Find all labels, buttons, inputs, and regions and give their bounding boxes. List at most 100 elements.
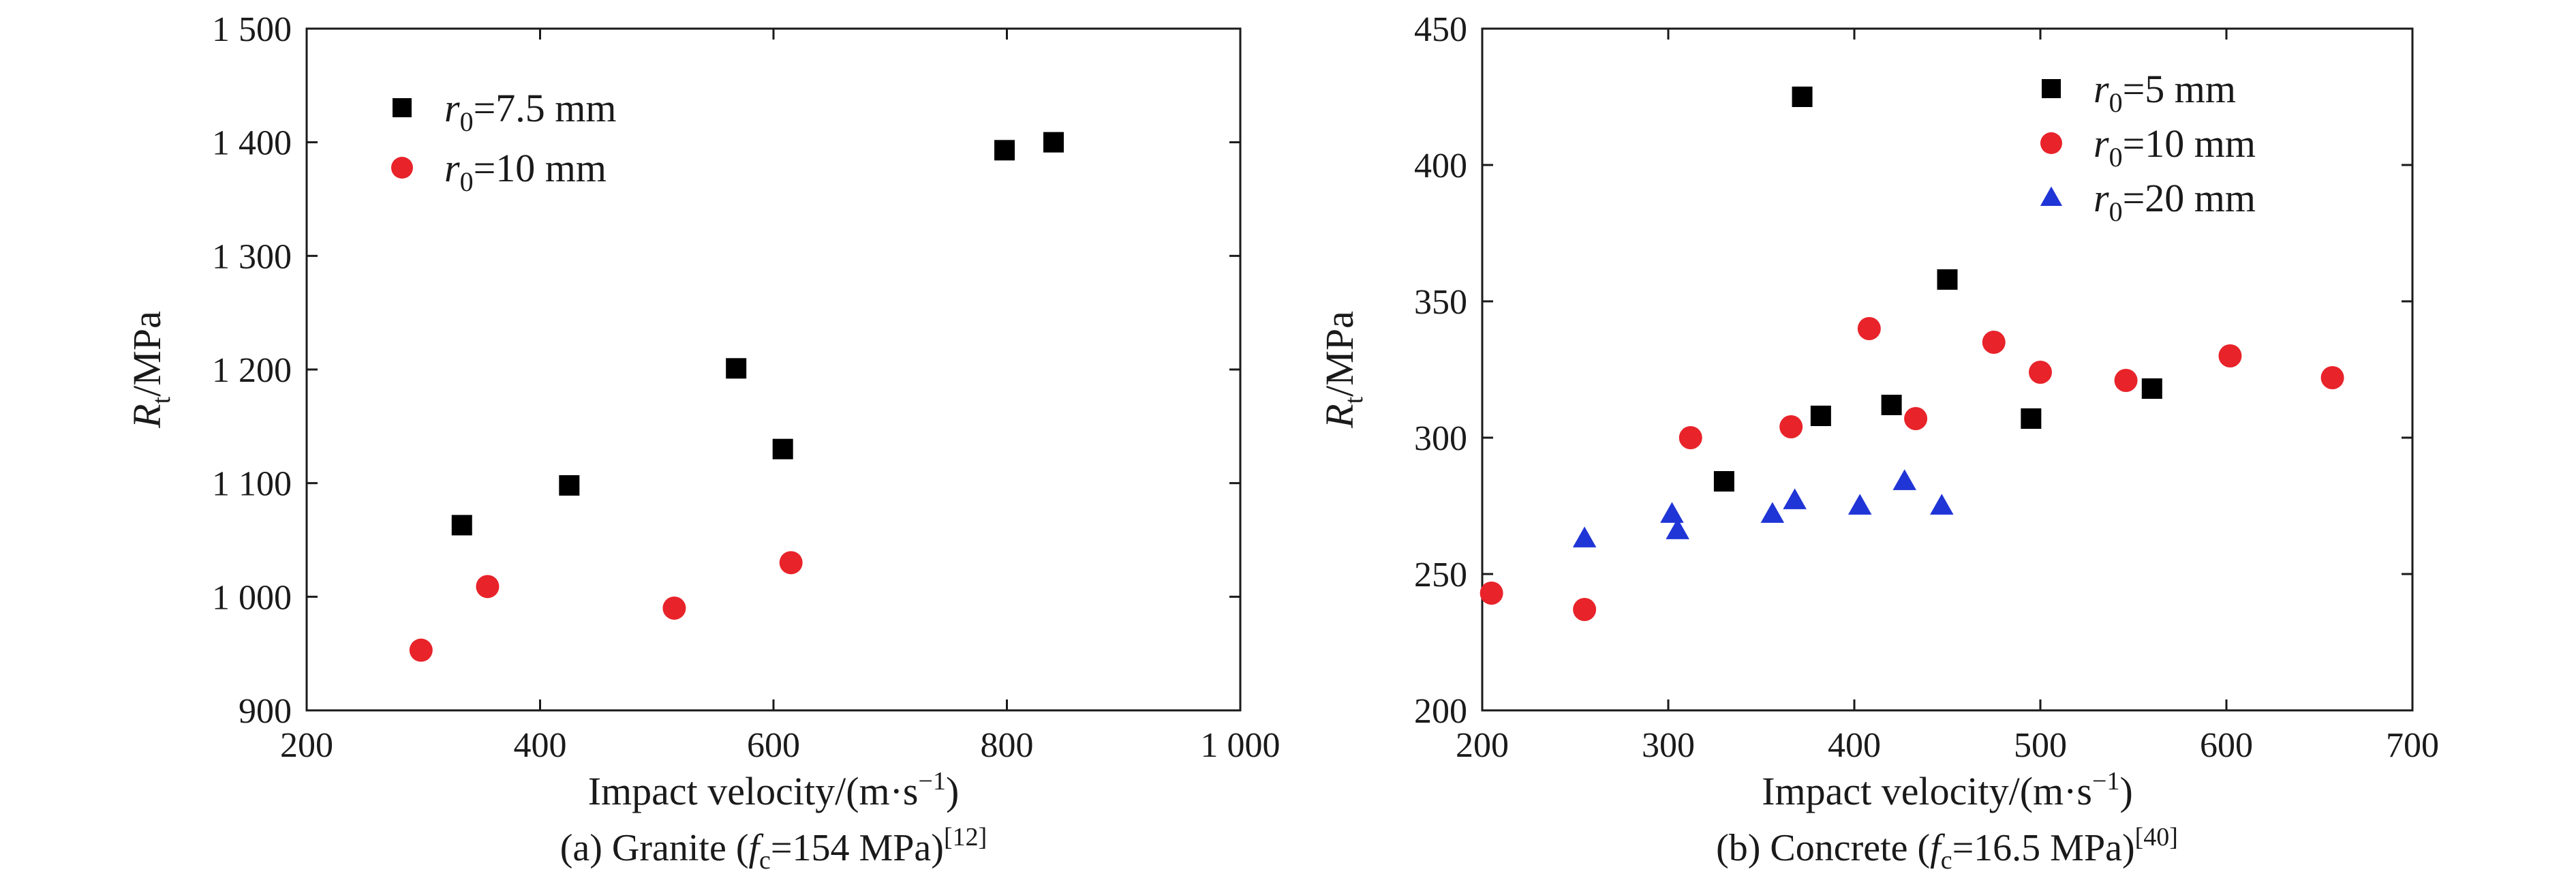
- y-axis-title-symbol: R: [125, 404, 169, 428]
- data-point-triangle: [1783, 488, 1807, 509]
- legend-label: r0=7.5 mm: [444, 86, 617, 137]
- data-point-circle: [2218, 344, 2242, 367]
- legend-name: =10 mm: [2123, 121, 2256, 166]
- y-tick-label: 1 500: [212, 10, 292, 49]
- data-point-circle: [1857, 317, 1881, 340]
- data-point-triangle: [1930, 494, 1954, 515]
- legend-sub: 0: [2109, 87, 2123, 118]
- x-axis-title-text: Impact velocity/(m·s: [1762, 769, 2092, 813]
- y-tick-label: 300: [1414, 419, 1467, 458]
- legend-name: =10 mm: [474, 146, 607, 190]
- y-axis-title-sub: t: [1340, 396, 1368, 404]
- legend-marker-square: [393, 98, 412, 117]
- caption-value: =154 MPa): [771, 827, 944, 869]
- legend-symbol: r: [2094, 121, 2109, 166]
- x-axis-title: Impact velocity/(m·s−1): [1762, 767, 2133, 813]
- caption-f-sub: c: [759, 846, 771, 875]
- legend-name: =7.5 mm: [474, 86, 617, 130]
- x-tick-label: 400: [1828, 726, 1881, 765]
- y-axis-title-unit: /MPa: [1317, 311, 1362, 397]
- data-point-circle: [2320, 366, 2344, 389]
- legend-label: r0=10 mm: [2094, 121, 2256, 172]
- x-tick-label: 1 000: [1201, 726, 1281, 765]
- y-tick-label: 200: [1414, 692, 1467, 731]
- x-axis-title-sup: −1: [2092, 767, 2119, 796]
- series-square: [451, 132, 1064, 536]
- data-point-circle: [779, 551, 803, 575]
- data-point-triangle: [1572, 526, 1597, 547]
- y-tick-label: 1 300: [212, 237, 292, 276]
- y-tick-label: 400: [1414, 147, 1467, 185]
- chart-panel-b: 200 300 400 500 600 700 200 250 300 350 400 450 Impa…: [1317, 10, 2439, 875]
- data-point-triangle: [1660, 502, 1684, 523]
- data-point-square: [726, 358, 747, 379]
- series-triangle: [1572, 469, 1954, 547]
- legend-symbol: r: [444, 146, 460, 190]
- y-tick-label: 1 000: [212, 578, 292, 617]
- data-point-triangle: [1666, 518, 1689, 539]
- legend-label: r0=5 mm: [2094, 67, 2236, 118]
- y-axis-title: Rt/MPa: [125, 311, 176, 429]
- data-point-square: [772, 438, 793, 459]
- series-square: [1713, 87, 2162, 492]
- y-tick-label: 1 200: [212, 351, 292, 390]
- x-axis-title-close: ): [946, 769, 959, 813]
- data-point-triangle: [1892, 469, 1916, 490]
- data-point-circle: [1479, 582, 1503, 605]
- data-point-square: [2021, 408, 2042, 429]
- series-circle: [1479, 317, 2344, 621]
- x-tick-label: 800: [981, 726, 1034, 765]
- data-point-circle: [662, 597, 686, 620]
- legend-sub: 0: [2109, 196, 2123, 227]
- y-axis-title-sub: t: [147, 396, 176, 404]
- x-tick-label: 500: [2014, 726, 2067, 765]
- data-point-circle: [1779, 415, 1803, 438]
- data-point-square: [451, 515, 472, 536]
- data-point-circle: [1982, 331, 2006, 354]
- legend-marker-circle: [391, 157, 413, 179]
- data-point-circle: [2029, 361, 2052, 384]
- data-point-circle: [476, 575, 500, 599]
- legend-name: =20 mm: [2123, 176, 2256, 220]
- legend-symbol: r: [444, 86, 460, 130]
- x-tick-label: 300: [1642, 726, 1695, 765]
- y-axis-title-symbol: R: [1317, 404, 1362, 428]
- x-tick-label: 200: [280, 726, 333, 765]
- data-point-square: [994, 140, 1015, 161]
- y-tick-label: 1 400: [212, 124, 292, 163]
- caption-value: =16.5 MPa): [1952, 827, 2135, 869]
- legend-name: =5 mm: [2123, 67, 2236, 111]
- x-tick-label: 400: [514, 726, 567, 765]
- plot-frame: [1481, 27, 2414, 712]
- legend-label: r0=10 mm: [444, 146, 607, 197]
- data-point-square: [1792, 87, 1813, 107]
- x-axis-title-close: ): [2119, 769, 2132, 813]
- data-point-circle: [1678, 426, 1702, 449]
- x-axis-title-text: Impact velocity/(m·s: [588, 769, 919, 813]
- legend-label: r0=20 mm: [2094, 176, 2256, 227]
- legend-sub: 0: [460, 166, 474, 197]
- plot-frame: [305, 27, 1242, 712]
- data-point-circle: [409, 638, 433, 662]
- data-point-circle: [1573, 598, 1597, 621]
- x-tick-label: 700: [2386, 726, 2439, 765]
- legend-marker-square: [2042, 79, 2061, 98]
- caption-ref: [40]: [2135, 823, 2178, 852]
- caption-f-sub: c: [1941, 846, 1952, 875]
- legend-marker-triangle: [2040, 186, 2063, 206]
- data-point-square: [1881, 395, 1902, 415]
- legend-sub: 0: [460, 106, 474, 137]
- data-point-square: [1810, 406, 1831, 426]
- y-tick-label: 450: [1414, 10, 1467, 49]
- y-tick-label: 900: [239, 692, 292, 731]
- data-point-circle: [1904, 407, 1928, 430]
- x-tick-label: 600: [747, 726, 800, 765]
- data-point-square: [2141, 378, 2162, 399]
- x-axis-title-sup: −1: [919, 767, 946, 796]
- caption-prefix: (a) Granite (: [560, 827, 749, 869]
- data-point-square: [559, 475, 580, 496]
- legend-symbol: r: [2094, 176, 2109, 220]
